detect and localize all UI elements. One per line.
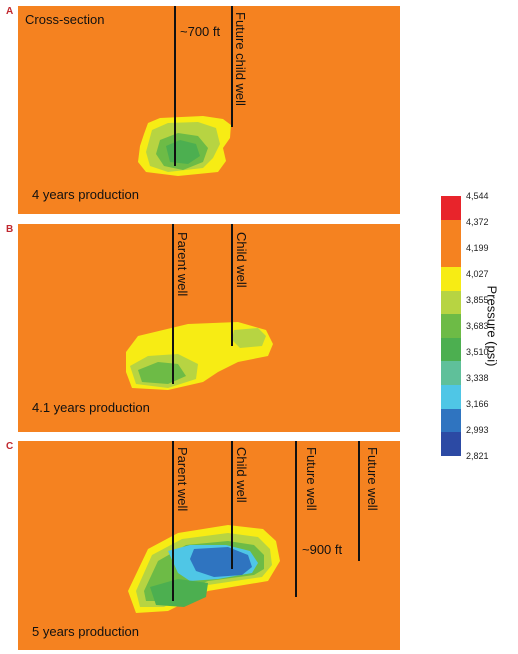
legend-bin [441,337,461,362]
legend-bin [441,314,461,339]
spacing-label: ~900 ft [302,542,343,557]
depletion-zone [138,116,231,176]
legend-bin [441,266,461,292]
parent-well-label: Parent well [175,232,190,296]
legend-tick-label: 4,027 [466,269,489,279]
legend-tick-label: 3,166 [466,399,489,409]
panel-b-plot: Parent well Child well 4.1 years product… [32,224,273,415]
panel-a-letter: A [6,6,14,17]
panel-a-plot: Cross-section ~700 ft Future child well … [25,6,248,202]
legend-tick-label: 2,993 [466,425,489,435]
legend-tick-label: 3,855 [466,295,489,305]
legend-bin [441,290,461,315]
panel-a: Cross-section ~700 ft Future child well … [18,6,400,214]
legend-bin [441,196,461,221]
panel-b: Parent well Child well 4.1 years product… [18,224,400,432]
legend-title: Pressure (psi) [484,285,500,367]
production-label: 4.1 years production [32,400,150,415]
legend-bin [441,243,461,268]
pressure-legend [441,196,461,457]
legend-bin [441,432,461,457]
cross-section-label: Cross-section [25,12,104,27]
parent-well-label: Parent well [175,447,190,511]
legend-tick-label: 4,372 [466,217,489,227]
panel-c: Parent well Child well Future well Futur… [18,441,400,650]
legend-tick-label: 3,338 [466,373,489,383]
legend-bin [441,385,461,410]
future-child-well-label: Future child well [233,12,248,106]
child-well-label: Child well [234,447,249,503]
panel-b-letter: B [6,224,14,235]
future-well-label-2: Future well [365,447,380,511]
legend-bin [441,361,461,386]
future-well-label-1: Future well [304,447,319,511]
child-well-label: Child well [234,232,249,288]
production-label: 5 years production [32,624,139,639]
depletion-zone [126,322,273,390]
legend-tick-label: 4,199 [466,243,489,253]
zone-child-green [232,328,266,348]
panel-c-plot: Parent well Child well Future well Futur… [32,441,380,639]
panel-c-letter: C [6,441,14,452]
legend-tick-label: 3,510 [466,347,489,357]
spacing-label: ~700 ft [180,24,221,39]
zone-green-lower [150,579,208,607]
legend-bin [441,219,461,244]
legend-tick-label: 3,683 [466,321,489,331]
legend-tick-label: 4,544 [466,191,489,201]
legend-tick-label: 2,821 [466,451,489,461]
zone-blue [190,547,252,577]
production-label: 4 years production [32,187,139,202]
depletion-zone [128,525,280,613]
legend-bin [441,408,461,433]
